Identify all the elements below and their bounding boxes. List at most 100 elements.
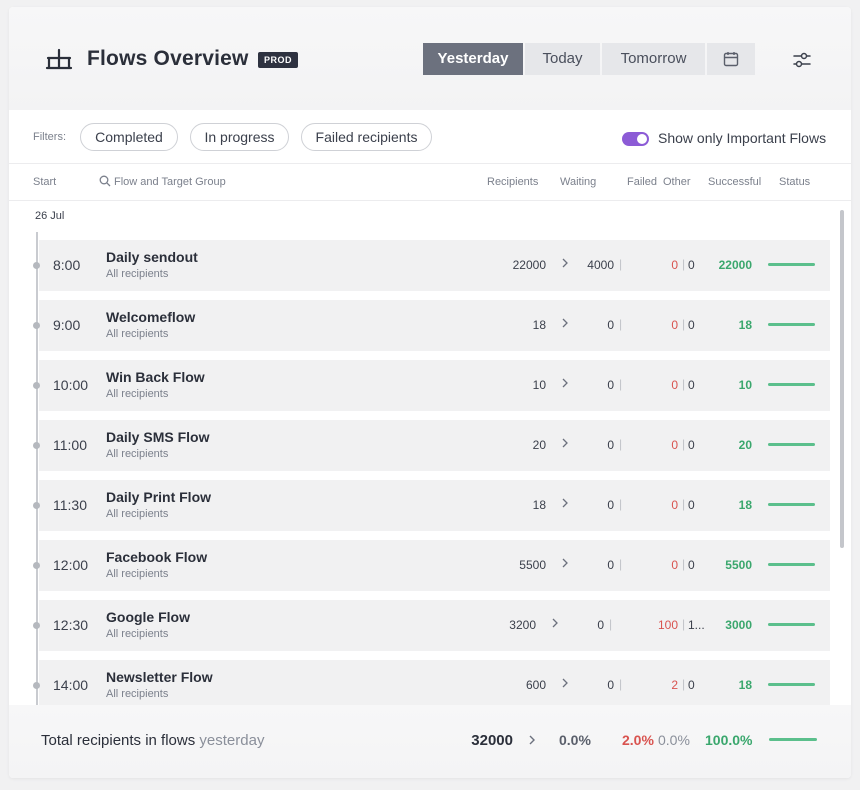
- flow-name: Newsletter Flow: [106, 669, 213, 685]
- flow-start-time: 11:00: [53, 437, 87, 453]
- filter-chip-completed[interactable]: Completed: [80, 123, 178, 151]
- flow-row[interactable]: 8:00 Daily sendout All recipients 22000 4000…: [33, 240, 830, 291]
- timeline-dot: [33, 382, 40, 389]
- column-header: Start Flow and Target Group Recipients W…: [9, 164, 851, 201]
- day-tabs: Yesterday Today Tomorrow: [423, 43, 757, 75]
- flow-status-bar: [768, 263, 815, 266]
- environment-badge: PROD: [258, 52, 299, 68]
- flow-successful: 18: [738, 498, 752, 512]
- flow-failed: 0: [671, 258, 678, 272]
- flow-row[interactable]: 12:00 Facebook Flow All recipients 5500 0 | 0 |…: [33, 540, 830, 591]
- flow-successful: 3000: [725, 618, 752, 632]
- divider: |: [619, 377, 623, 391]
- important-flows-toggle[interactable]: [622, 132, 649, 146]
- filter-settings-icon[interactable]: [793, 51, 811, 69]
- flow-row[interactable]: 11:30 Daily Print Flow All recipients 18 0 | 0…: [33, 480, 830, 531]
- flow-start-time: 9:00: [53, 317, 81, 333]
- col-flow-target-group[interactable]: Flow and Target Group: [114, 176, 226, 188]
- flow-waiting: 4000: [587, 258, 614, 272]
- divider: |: [619, 497, 623, 511]
- flow-waiting: 0: [607, 558, 614, 572]
- flow-failed: 0: [671, 498, 678, 512]
- chevron-right-icon: [562, 498, 568, 508]
- calendar-icon: [723, 52, 739, 67]
- flow-row[interactable]: 10:00 Win Back Flow All recipients 10 0 | 0 | 0 1…: [33, 360, 830, 411]
- divider: |: [619, 317, 623, 331]
- flow-row[interactable]: 11:00 Daily SMS Flow All recipients 20 0 | 0 | 0…: [33, 420, 830, 471]
- timeline-line: [36, 232, 38, 705]
- col-recipients[interactable]: Recipients: [487, 176, 539, 188]
- search-icon[interactable]: [99, 175, 111, 187]
- col-failed[interactable]: Failed: [627, 176, 657, 188]
- totals-label-text: Total recipients in flows: [41, 732, 196, 749]
- tab-yesterday[interactable]: Yesterday: [423, 43, 523, 75]
- scrollbar[interactable]: [840, 210, 844, 548]
- col-waiting[interactable]: Waiting: [560, 176, 597, 188]
- col-start[interactable]: Start: [33, 176, 57, 188]
- filter-chip-failed-recipients[interactable]: Failed recipients: [301, 123, 432, 151]
- flow-target-group: All recipients: [106, 688, 169, 700]
- chevron-right-icon: [562, 318, 568, 328]
- flow-start-time: 10:00: [53, 377, 89, 393]
- col-other[interactable]: Other: [663, 176, 691, 188]
- flow-status-bar: [768, 503, 815, 506]
- chevron-right-icon: [562, 558, 568, 568]
- divider: |: [619, 437, 623, 451]
- total-status-bar: [769, 738, 817, 741]
- col-successful[interactable]: Successful: [708, 176, 762, 188]
- filters-label: Filters:: [33, 131, 66, 143]
- flow-row[interactable]: 9:00 Welcomeflow All recipients 18 0 | 0 | 0 18: [33, 300, 830, 351]
- chevron-right-icon: [562, 378, 568, 388]
- divider: |: [682, 617, 686, 631]
- timeline-dot: [33, 622, 40, 629]
- divider: |: [682, 377, 686, 391]
- flow-target-group: All recipients: [106, 628, 169, 640]
- flow-row[interactable]: 12:30 Google Flow All recipients 3200 0 | 100 |…: [33, 600, 830, 651]
- flow-recipients: 3200: [509, 618, 536, 632]
- header: Flows Overview PROD Yesterday Today Tomo…: [9, 7, 851, 110]
- timeline-dot: [33, 442, 40, 449]
- total-failed: 2.0%: [622, 732, 654, 748]
- timeline-dot: [33, 322, 40, 329]
- divider: |: [682, 257, 686, 271]
- calendar-button[interactable]: [707, 43, 755, 75]
- total-waiting: 0.0%: [559, 732, 591, 748]
- flow-other: 0: [688, 498, 695, 512]
- divider: |: [619, 557, 623, 571]
- flow-other: 0: [688, 558, 695, 572]
- flows-overview-card: Flows Overview PROD Yesterday Today Tomo…: [9, 7, 851, 778]
- flow-other: 0: [688, 318, 695, 332]
- flow-recipients: 10: [532, 378, 546, 392]
- flow-name: Win Back Flow: [106, 369, 205, 385]
- totals-period: yesterday: [199, 732, 265, 749]
- divider: |: [682, 437, 686, 451]
- total-successful: 100.0%: [705, 732, 753, 748]
- flow-other: 0: [688, 378, 695, 392]
- chevron-right-icon: [529, 735, 535, 745]
- flow-row[interactable]: 14:00 Newsletter Flow All recipients 600 0 | 2…: [33, 660, 830, 705]
- tab-today[interactable]: Today: [525, 43, 600, 75]
- flow-status-bar: [768, 623, 815, 626]
- filter-bar: Filters: Completed In progress Failed re…: [9, 110, 851, 164]
- chevron-right-icon: [552, 618, 558, 628]
- divider: |: [682, 497, 686, 511]
- filter-chip-in-progress[interactable]: In progress: [190, 123, 289, 151]
- flow-waiting: 0: [607, 318, 614, 332]
- flow-waiting: 0: [597, 618, 604, 632]
- flow-target-group: All recipients: [106, 448, 169, 460]
- flow-successful: 18: [738, 318, 752, 332]
- flow-target-group: All recipients: [106, 328, 169, 340]
- flow-successful: 22000: [718, 258, 752, 272]
- col-status[interactable]: Status: [779, 176, 811, 188]
- flow-failed: 0: [671, 378, 678, 392]
- flow-other: 0: [688, 678, 695, 692]
- chevron-right-icon: [562, 258, 568, 268]
- totals-footer: Total recipients in flows yesterday 3200…: [9, 705, 851, 778]
- flow-name: Facebook Flow: [106, 549, 208, 565]
- tab-tomorrow[interactable]: Tomorrow: [602, 43, 705, 75]
- important-flows-toggle-label: Show only Important Flows: [658, 130, 827, 146]
- flow-target-group: All recipients: [106, 568, 169, 580]
- flow-other: 0: [688, 438, 695, 452]
- flow-name: Daily SMS Flow: [106, 429, 210, 445]
- flow-successful: 5500: [725, 558, 752, 572]
